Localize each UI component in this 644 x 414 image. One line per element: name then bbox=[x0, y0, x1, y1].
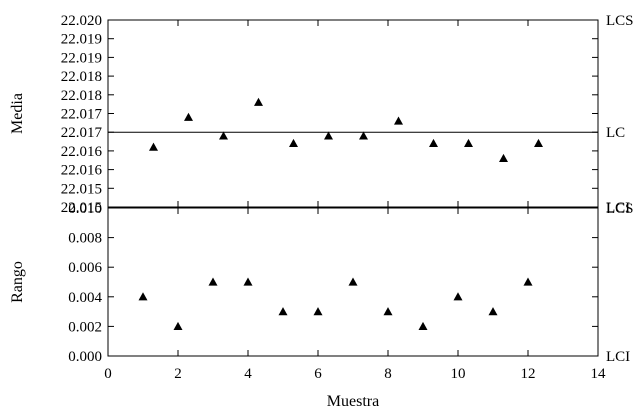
x-tick-label: 6 bbox=[314, 366, 322, 382]
y-tick-label-media: 22.015 bbox=[61, 181, 102, 197]
data-point-media bbox=[289, 138, 298, 148]
limit-label-lcs: LCS bbox=[606, 201, 634, 217]
chart-panel-rango: 0.000 0.002 0.004 0.006 0.008 0.010 0 2 4 6 8 10 12 1… bbox=[9, 201, 634, 410]
y-tick-label-media: 22.016 bbox=[61, 163, 103, 179]
y-tick-label-rango: 0.006 bbox=[68, 260, 102, 276]
plot-frame-rango bbox=[107, 207, 599, 357]
y-tick-label-media: 22.015 bbox=[61, 200, 102, 216]
y-tick-label-rango: 0.000 bbox=[68, 349, 102, 365]
plot-frame-media bbox=[107, 19, 599, 208]
data-point-rango bbox=[173, 321, 183, 330]
data-point-media bbox=[324, 131, 333, 140]
limit-label-lci: LCI bbox=[606, 200, 630, 216]
data-point-rango bbox=[348, 277, 358, 286]
data-point-media bbox=[499, 153, 508, 162]
data-point-rango bbox=[383, 307, 393, 316]
y-tick-label-rango: 0.010 bbox=[68, 201, 102, 217]
x-tick-label: 10 bbox=[451, 366, 466, 382]
y-tick-label-media: 22.019 bbox=[61, 50, 102, 66]
limit-label-lci: LCI bbox=[606, 349, 630, 365]
data-point-rango bbox=[453, 292, 463, 301]
data-point-rango bbox=[418, 321, 428, 330]
limit-label-lcs: LCS bbox=[606, 13, 634, 29]
y-tick-label-rango: 0.004 bbox=[68, 290, 102, 306]
data-point-media bbox=[359, 131, 368, 140]
data-point-rango bbox=[138, 292, 148, 301]
y-tick-label-media: 22.018 bbox=[61, 69, 102, 85]
x-tick-label: 4 bbox=[244, 366, 252, 382]
data-point-media bbox=[429, 138, 438, 148]
chart-panel-media: 22.015 22.015 22.016 22.016 22.017 22.017 22.0… bbox=[9, 13, 634, 216]
y-tick-label-media: 22.019 bbox=[61, 32, 102, 48]
data-point-rango bbox=[523, 277, 533, 286]
y-tick-label-media: 22.017 bbox=[61, 125, 103, 141]
y-tick-label-media: 22.017 bbox=[61, 107, 103, 123]
x-tick-label: 2 bbox=[174, 366, 182, 382]
data-point-media bbox=[534, 138, 543, 148]
y-axis-label-rango: Rango bbox=[9, 261, 26, 303]
data-point-rango bbox=[243, 277, 253, 286]
data-point-rango bbox=[313, 307, 323, 316]
x-axis-label: Muestra bbox=[327, 393, 379, 410]
data-point-rango bbox=[278, 307, 288, 316]
y-tick-label-media: 22.020 bbox=[61, 13, 102, 29]
data-point-media bbox=[464, 138, 473, 148]
x-tick-label: 8 bbox=[384, 366, 392, 382]
y-axis-label-media: Media bbox=[9, 93, 26, 134]
y-tick-label-rango: 0.002 bbox=[68, 319, 102, 335]
data-point-media bbox=[254, 97, 263, 106]
x-tick-label: 14 bbox=[591, 366, 607, 382]
y-tick-label-rango: 0.008 bbox=[68, 231, 102, 247]
data-point-media bbox=[394, 116, 403, 125]
data-point-rango bbox=[488, 307, 498, 316]
limit-label-lc: LC bbox=[606, 125, 625, 141]
data-point-media bbox=[184, 112, 193, 121]
y-tick-label-media: 22.018 bbox=[61, 88, 102, 104]
data-point-rango bbox=[208, 277, 218, 286]
data-point-media bbox=[149, 142, 158, 151]
x-tick-label: 12 bbox=[521, 366, 536, 382]
x-tick-label: 0 bbox=[104, 366, 112, 382]
y-tick-label-media: 22.016 bbox=[61, 144, 103, 160]
data-point-media bbox=[219, 131, 228, 140]
